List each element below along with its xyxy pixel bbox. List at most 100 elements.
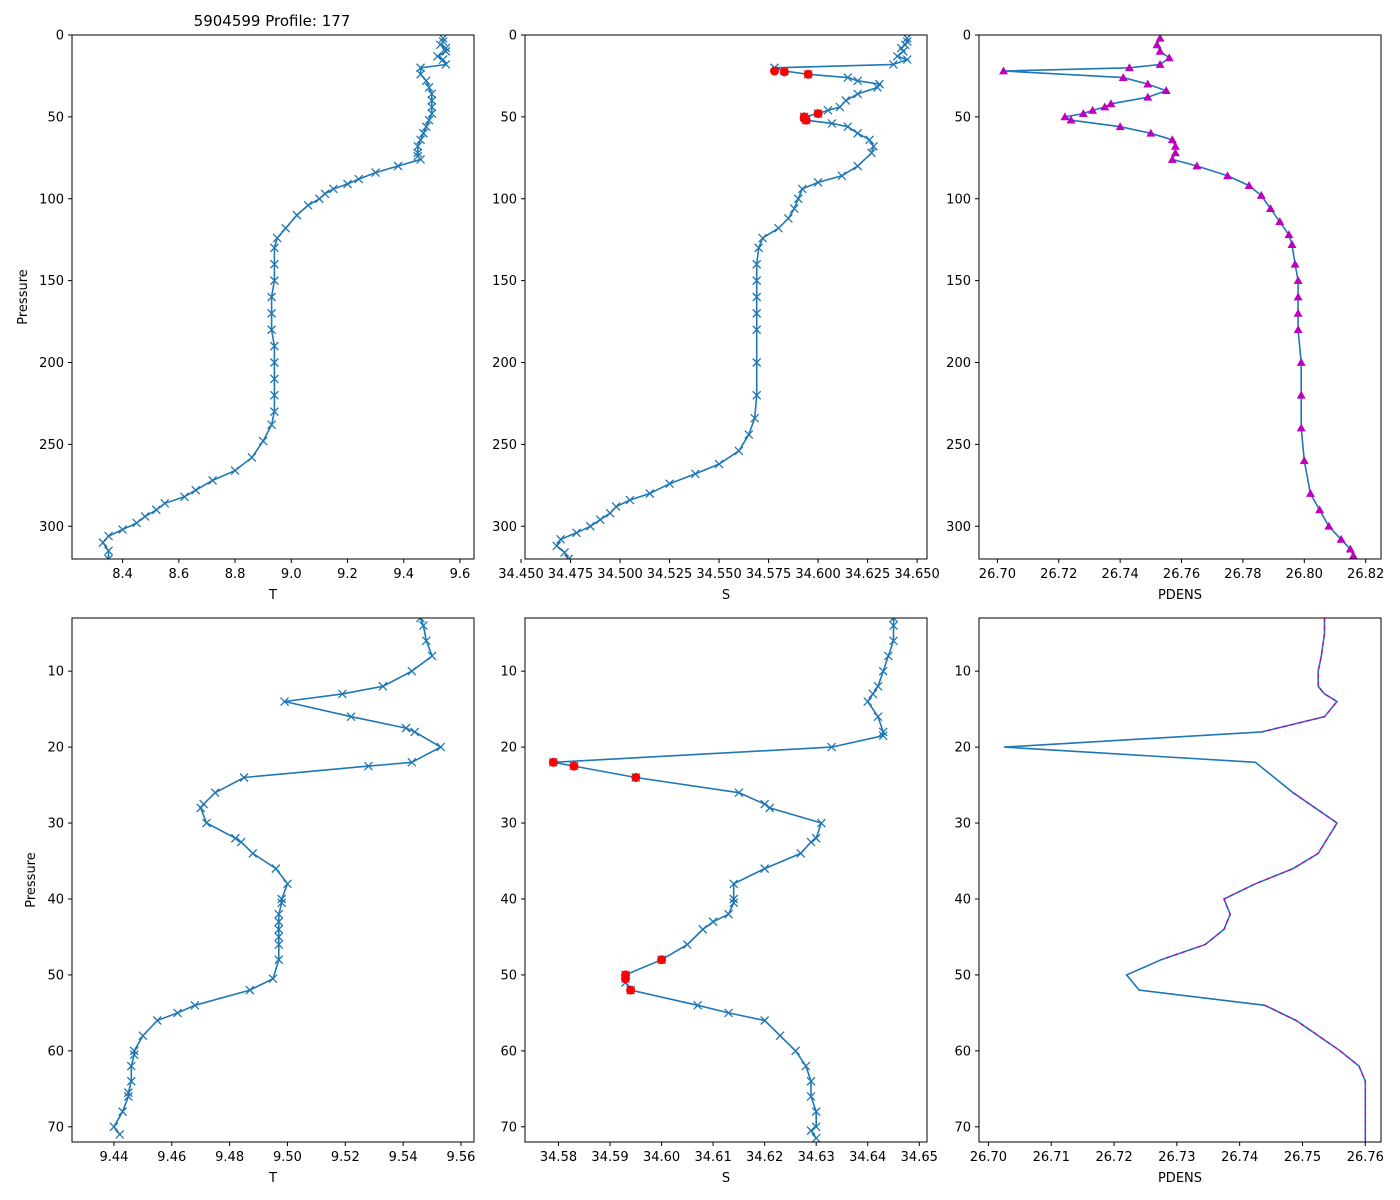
data-point (1324, 521, 1334, 530)
data-point (190, 1000, 200, 1010)
x-tick-label: 34.62 (746, 1150, 783, 1165)
x-tick-label: 26.73 (1158, 1150, 1195, 1165)
data-point (1296, 358, 1306, 366)
data-point (1167, 135, 1177, 144)
data-point (202, 818, 211, 828)
y-tick-label: 150 (39, 274, 64, 289)
data-point (247, 453, 257, 462)
data-point (783, 213, 793, 223)
data-point (1155, 59, 1165, 68)
x-tick-label: 34.65 (901, 1150, 938, 1165)
data-point (585, 521, 595, 531)
y-tick-label: 10 (500, 665, 517, 680)
data-point (734, 788, 744, 798)
data-point (754, 243, 764, 253)
data-point (796, 848, 806, 858)
data-point (806, 1091, 816, 1101)
data-point (441, 46, 451, 56)
x-tick-label: 26.70 (979, 567, 1016, 582)
data-point (734, 446, 744, 456)
data-point (230, 466, 240, 476)
data-point (760, 1016, 770, 1025)
data-point (1161, 86, 1171, 95)
data-point (556, 534, 566, 544)
x-tick-label: 34.500 (597, 567, 643, 582)
data-point (564, 554, 574, 559)
data-point (811, 1107, 821, 1117)
axes-frame (524, 34, 928, 560)
x-tick-label: 34.60 (643, 1150, 680, 1165)
flagged-point (813, 109, 823, 119)
data-point (196, 803, 206, 813)
data-point (1192, 161, 1202, 170)
data-point (1118, 73, 1128, 81)
data-point (418, 128, 428, 138)
data-point (314, 194, 324, 204)
data-point (878, 666, 888, 676)
data-point (371, 168, 381, 178)
data-point (708, 917, 718, 927)
data-point (1115, 122, 1125, 131)
data-point (865, 135, 875, 145)
data-point (436, 742, 446, 752)
y-tick-label: 150 (492, 274, 517, 289)
y-axis-label: Pressure (16, 269, 31, 325)
data-point (1155, 35, 1165, 42)
x-tick-label: 9.0 (281, 567, 302, 582)
x-tick-label: 26.72 (1040, 567, 1077, 582)
data-point (853, 76, 863, 86)
data-point (811, 833, 821, 843)
y-tick-label: 20 (954, 741, 971, 756)
panel-top-temperature: 8.4 8.6 8.8 9.0 9.2 9.4 9.6 0 50 100 150 200 250 300 T… (16, 29, 475, 603)
data-point (758, 233, 768, 243)
data-point (837, 171, 847, 181)
data-point (418, 621, 428, 631)
data-point (1170, 141, 1180, 150)
data-point (179, 492, 189, 502)
data-point (888, 60, 898, 69)
data-point (1088, 105, 1098, 114)
data-point (280, 697, 290, 706)
data-point (595, 515, 605, 525)
data-point (1146, 128, 1156, 137)
data-point (729, 894, 739, 904)
data-point (416, 154, 426, 164)
x-tick-label: 34.625 (845, 567, 891, 582)
data-point (1155, 46, 1165, 55)
data-point (827, 118, 837, 128)
y-tick-label: 40 (47, 892, 64, 907)
data-point (303, 200, 313, 210)
y-axis-label: Pressure (24, 852, 39, 908)
y-tick-label: 20 (47, 741, 64, 756)
data-point (421, 122, 431, 132)
data-point (1106, 99, 1116, 108)
flagged-point (770, 66, 780, 76)
panel-top-salinity: 34.450 34.475 34.500 34.525 34.550 34.575 34.6… (492, 29, 940, 604)
data-point (267, 292, 277, 302)
series-line-T (112, 618, 443, 1135)
data-point (245, 985, 255, 995)
data-point (843, 73, 853, 83)
axes-frame (71, 617, 475, 1143)
data-point (853, 128, 863, 138)
y-tick-label: 150 (946, 274, 971, 289)
data-point (129, 1046, 139, 1056)
y-tick-label: 50 (47, 968, 64, 983)
axes-frame (978, 617, 1382, 1143)
data-point (1170, 148, 1180, 157)
data-point (729, 898, 739, 908)
data-point (853, 89, 863, 99)
data-point (272, 233, 282, 243)
data-point (191, 485, 201, 495)
data-point (152, 1016, 162, 1025)
data-point (823, 105, 833, 115)
data-point (236, 837, 246, 847)
data-point (427, 89, 437, 99)
series-line-S (553, 618, 895, 1139)
y-tick-label: 200 (946, 356, 971, 371)
flagged-point (621, 974, 630, 984)
x-tick-label: 9.56 (447, 1150, 476, 1165)
data-point (1305, 489, 1315, 497)
data-point (1256, 190, 1266, 199)
data-point (999, 66, 1009, 75)
